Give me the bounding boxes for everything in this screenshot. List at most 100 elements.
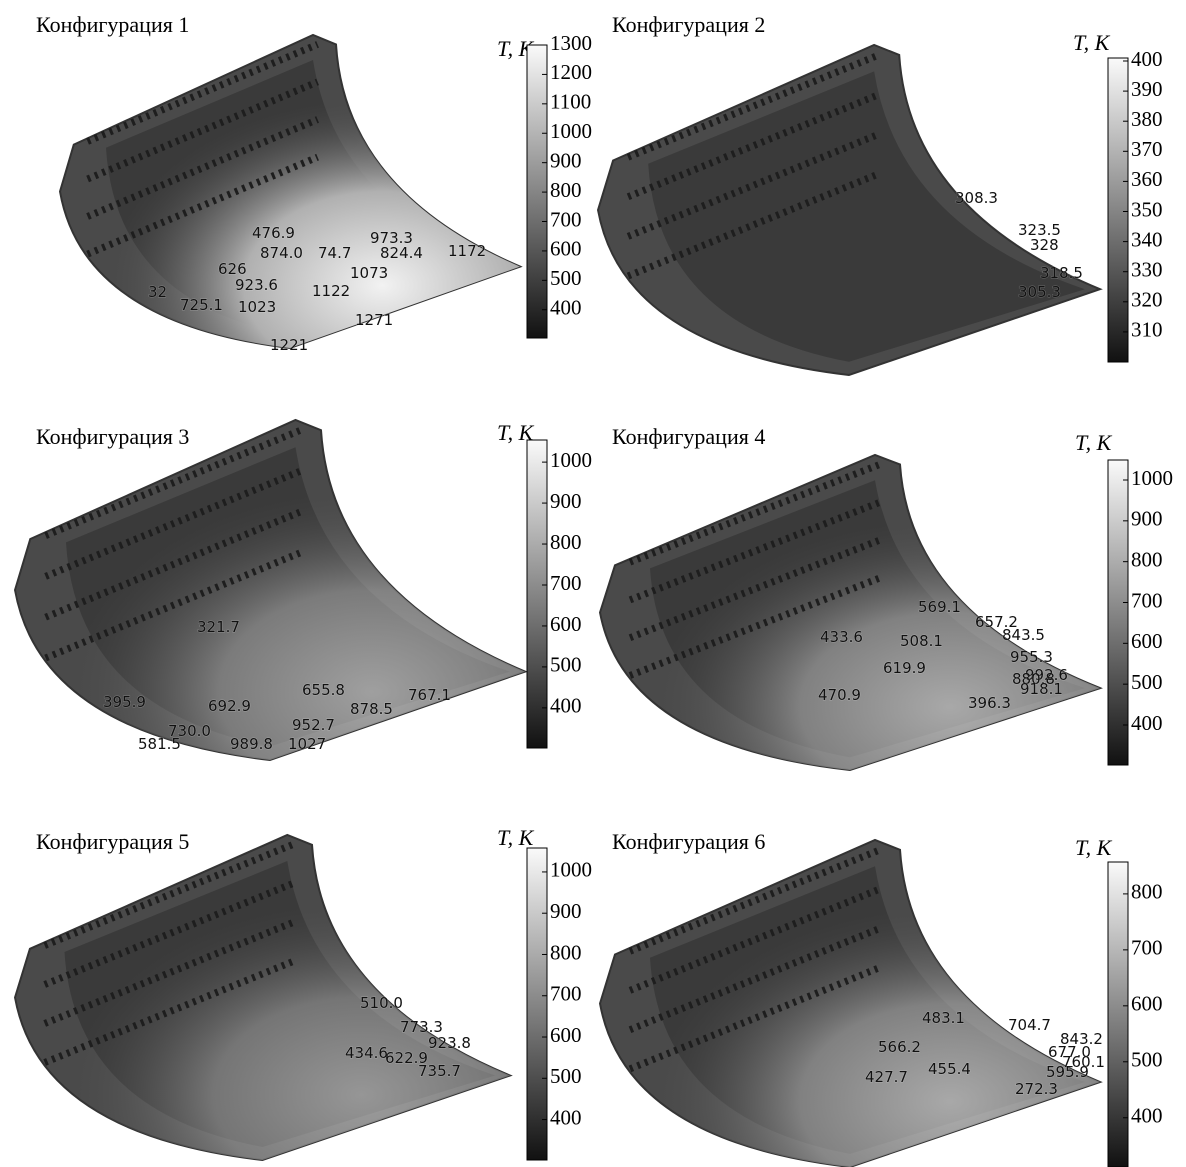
colorbar-tick-label: 380 xyxy=(1131,107,1163,131)
contour-label: 692.9 xyxy=(208,697,251,715)
colorbar-tick-label: 700 xyxy=(550,982,582,1006)
panel xyxy=(596,43,1103,377)
hot-region xyxy=(60,35,520,348)
contour-label: 434.6 xyxy=(345,1044,388,1062)
panel-title: Конфигурация 6 xyxy=(612,829,765,854)
panel-title: Конфигурация 3 xyxy=(36,424,189,449)
colorbar-tick-label: 400 xyxy=(550,296,582,320)
colorbar-tick-label: 370 xyxy=(1131,137,1163,161)
colorbar-tick-label: 900 xyxy=(550,148,582,172)
contour-label: 1221 xyxy=(270,336,308,354)
fin-row xyxy=(86,41,319,145)
hot-region xyxy=(15,835,510,1160)
contour-label: 843.5 xyxy=(1002,626,1045,644)
colorbar-tick-label: 400 xyxy=(550,1105,582,1129)
colorbar-tick-label: 600 xyxy=(1131,629,1163,653)
contour-label: 923.6 xyxy=(235,276,278,294)
colorbar-tick-label: 1000 xyxy=(550,448,592,472)
colorbar-tick-label: 320 xyxy=(1131,288,1163,312)
contour-label: 1172 xyxy=(448,242,486,260)
contour-label: 476.9 xyxy=(252,224,295,242)
contour-label: 272.3 xyxy=(1015,1080,1058,1098)
fin-row xyxy=(86,116,319,220)
colorbar-tick-label: 360 xyxy=(1131,167,1163,191)
colorbar-tick-label: 1200 xyxy=(550,60,592,84)
contour-label: 973.3 xyxy=(370,229,413,247)
contour-label: 308.3 xyxy=(955,189,998,207)
colorbar-tick-label: 800 xyxy=(1131,880,1163,904)
colorbar-tick-label: 390 xyxy=(1131,77,1163,101)
fin-row xyxy=(626,91,881,201)
contour-label: 955.3 xyxy=(1010,648,1053,666)
colorbar-tick-label: 1300 xyxy=(550,31,592,55)
colorbar-tick-label: 400 xyxy=(550,694,582,718)
colorbar-tick-label: 700 xyxy=(550,571,582,595)
contour-label: 470.9 xyxy=(818,686,861,704)
contour-label: 396.3 xyxy=(968,694,1011,712)
fin-row xyxy=(626,170,881,280)
colorbar-tick-label: 900 xyxy=(550,489,582,513)
colorbar-label: T, K xyxy=(1075,430,1113,455)
panel xyxy=(598,838,1103,1167)
contour-label: 433.6 xyxy=(820,628,863,646)
fin-row xyxy=(628,964,882,1073)
contour-label: 1271 xyxy=(355,311,393,329)
fin-row xyxy=(44,426,302,539)
panel-title: Конфигурация 2 xyxy=(612,12,765,37)
colorbar-tick-label: 500 xyxy=(1131,1048,1163,1072)
colorbar-tick-label: 350 xyxy=(1131,197,1163,221)
fin-row xyxy=(44,549,302,662)
contour-label: 952.7 xyxy=(292,716,335,734)
colorbar-tick-label: 1000 xyxy=(1131,466,1173,490)
panel-title: Конфигурация 5 xyxy=(36,829,189,854)
colorbar-tick-label: 1100 xyxy=(550,90,591,114)
colorbar-tick-label: 310 xyxy=(1131,318,1163,342)
contour-label: 760.1 xyxy=(1062,1053,1105,1071)
contour-label: 427.7 xyxy=(865,1068,908,1086)
contour-label: 1122 xyxy=(312,282,350,300)
fin-row xyxy=(628,846,882,955)
contour-label: 455.4 xyxy=(928,1060,971,1078)
hot-region xyxy=(600,455,1100,770)
colorbar-tick-label: 1000 xyxy=(550,119,592,143)
colorbar-tick-label: 800 xyxy=(550,178,582,202)
fin-row xyxy=(628,925,882,1033)
contour-label: 992.6 xyxy=(1025,666,1068,684)
colorbar-tick-label: 800 xyxy=(550,940,582,964)
panel-title: Конфигурация 4 xyxy=(612,424,765,449)
contour-label: 1023 xyxy=(238,298,276,316)
contour-label: 735.7 xyxy=(418,1062,461,1080)
colorbar-tick-label: 500 xyxy=(550,1064,582,1088)
contour-label: 725.1 xyxy=(180,296,223,314)
contour-label: 626 xyxy=(218,260,247,278)
fin-row xyxy=(628,885,882,994)
contour-label: 581.5 xyxy=(138,735,181,753)
colorbar-tick-label: 900 xyxy=(550,899,582,923)
contour-label: 657.2 xyxy=(975,613,1018,631)
colorbar-tick-label: 900 xyxy=(1131,507,1163,531)
colorbar xyxy=(1107,459,1129,766)
contour-label: 874.0 xyxy=(260,244,303,262)
colorbar-tick-label: 500 xyxy=(550,266,582,290)
contour-label: 843.2 xyxy=(1060,1030,1103,1048)
contour-label: 323.5 xyxy=(1018,221,1061,239)
contour-label: 730.0 xyxy=(168,722,211,740)
contour-label: 918.1 xyxy=(1020,680,1063,698)
colorbar xyxy=(526,439,548,749)
contour-label: 508.1 xyxy=(900,632,943,650)
contour-label: 655.8 xyxy=(302,681,345,699)
contour-label: 510.0 xyxy=(360,994,403,1012)
hot-region xyxy=(15,420,525,760)
contour-label: 566.2 xyxy=(878,1038,921,1056)
panel xyxy=(598,453,1103,772)
contour-label: 321.7 xyxy=(197,618,240,636)
contour-label: 767.1 xyxy=(408,686,451,704)
colorbar-label: T, K xyxy=(1073,30,1111,55)
contour-label: 619.9 xyxy=(883,659,926,677)
colorbar-tick-label: 330 xyxy=(1131,258,1163,282)
fin-row xyxy=(626,130,881,240)
panel xyxy=(58,33,523,350)
contour-label: 595.9 xyxy=(1046,1063,1089,1081)
panel xyxy=(13,833,513,1162)
